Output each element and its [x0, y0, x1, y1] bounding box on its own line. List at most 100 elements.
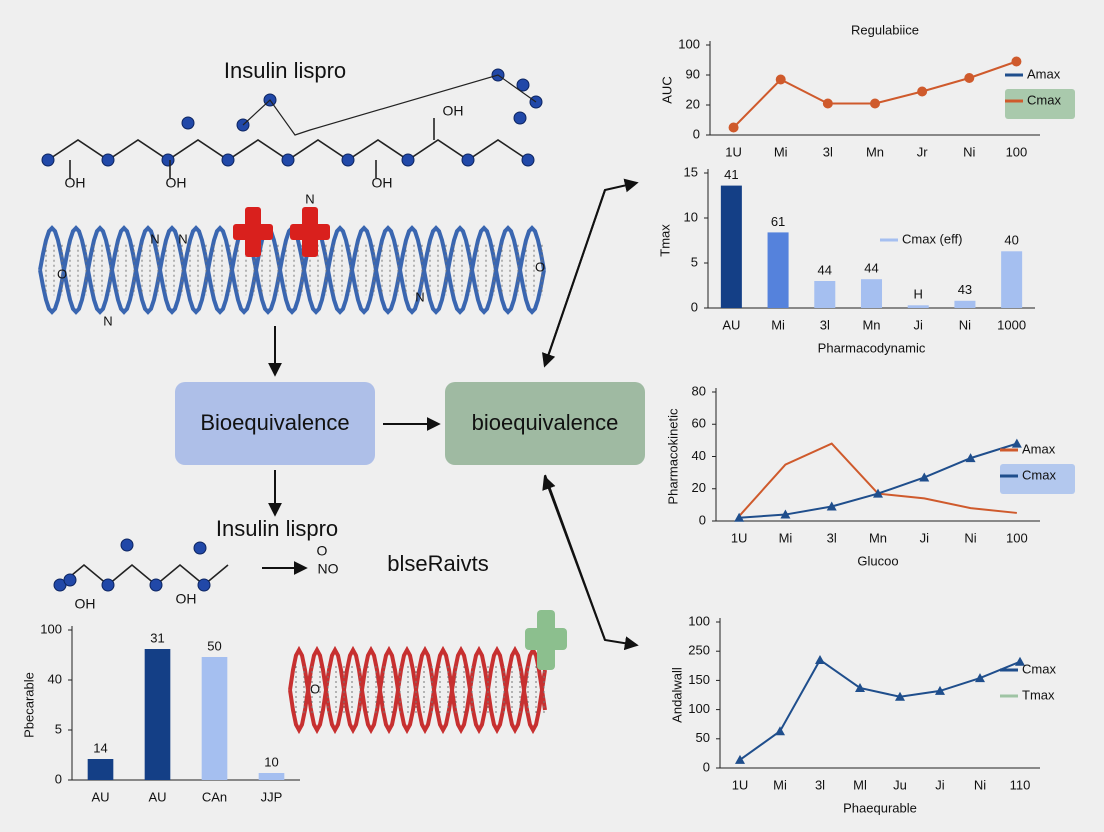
bar-annotation: 50: [207, 638, 221, 653]
x-axis-label: Glucoo: [857, 553, 898, 568]
point: [1011, 56, 1022, 67]
y-tick-label: 0: [699, 512, 706, 527]
y-tick-label: 0: [693, 126, 700, 141]
bar: [87, 759, 114, 780]
y-tick-label: 150: [688, 672, 710, 687]
x-tick-label: Mn: [862, 317, 880, 332]
point: [917, 86, 928, 97]
bond: [242, 74, 537, 136]
legend-label: Cmax: [1027, 92, 1061, 107]
bar: [767, 232, 789, 308]
atom: [401, 153, 415, 167]
legend-label: Cmax: [1022, 467, 1056, 482]
x-tick-label: 1U: [731, 530, 748, 545]
bar: [814, 281, 836, 308]
arrow: [544, 178, 639, 366]
bar-annotation: 44: [818, 262, 832, 277]
y-tick-label: 0: [691, 299, 698, 314]
line: [739, 658, 1021, 761]
point: [728, 122, 739, 133]
point: [873, 488, 883, 498]
atom: [101, 578, 115, 592]
box-left-label: Bioequivalence: [200, 410, 349, 435]
x-tick-label: Ni: [959, 317, 971, 332]
y-tick-label: 0: [703, 759, 710, 774]
x-axis-label: Pharmacodynamic: [818, 340, 926, 355]
x-tick-label: 3l: [827, 530, 837, 545]
atom: [341, 153, 355, 167]
plug: [525, 628, 567, 650]
point: [826, 501, 837, 511]
atom-label: OH: [75, 596, 96, 612]
box-right: [445, 382, 645, 465]
y-axis-label: Tmax: [657, 224, 672, 257]
bar-annotation: 31: [150, 630, 164, 645]
y-tick-label: 15: [684, 164, 698, 179]
x-tick-label: Ni: [974, 777, 986, 792]
point: [780, 509, 791, 519]
legend-box: [1005, 89, 1075, 119]
atom: [461, 153, 475, 167]
dna-label: O: [57, 266, 67, 281]
atom: [41, 153, 55, 167]
x-tick-label: 100: [1006, 144, 1028, 159]
atom: [221, 153, 235, 167]
x-tick-label: Mn: [869, 530, 887, 545]
bar: [258, 773, 285, 780]
side-text: blseRaivts: [387, 551, 488, 576]
y-tick-label: 100: [688, 701, 710, 716]
bar: [720, 185, 742, 308]
y-axis-label: Pharmacokinetic: [665, 408, 680, 505]
x-tick-label: Mi: [773, 777, 787, 792]
dna-label: N: [103, 313, 112, 328]
atom: [101, 153, 115, 167]
point: [870, 98, 880, 109]
x-tick-label: AU: [91, 789, 109, 804]
x-tick-label: Jr: [917, 144, 929, 159]
y-tick-label: 10: [684, 209, 698, 224]
x-tick-label: JJP: [261, 789, 283, 804]
atom: [181, 116, 195, 130]
x-tick-label: Ni: [963, 144, 975, 159]
point: [735, 754, 745, 764]
point: [895, 691, 905, 701]
legend-label: Amax: [1027, 66, 1061, 81]
y-axis-label: AUC: [659, 76, 674, 103]
atom: [149, 578, 163, 592]
atom: [513, 111, 527, 125]
bar-annotation: 40: [1004, 233, 1018, 248]
arrow: [542, 475, 606, 641]
x-tick-label: Mn: [866, 144, 884, 159]
x-tick-label: 1U: [732, 777, 749, 792]
y-axis-label: Pbecarable: [21, 672, 36, 738]
x-tick-label: Ju: [893, 777, 907, 792]
y-tick-label: 60: [692, 416, 706, 431]
x-tick-label: 3l: [823, 144, 833, 159]
x-tick-label: Ml: [853, 777, 867, 792]
product: NO: [318, 561, 339, 577]
y-tick-label: 80: [692, 383, 706, 398]
atom: [161, 153, 175, 167]
y-tick-label: 100: [688, 613, 710, 628]
bar-annotation: 10: [264, 754, 278, 769]
y-tick-label: 100: [678, 36, 700, 51]
dna-label: N: [305, 191, 314, 206]
marker-cross: [233, 224, 273, 240]
point: [775, 726, 785, 736]
x-tick-label: 100: [1006, 530, 1028, 545]
bar-annotation: 14: [93, 740, 107, 755]
legend-box: [1000, 464, 1075, 494]
bottom-label: Insulin lispro: [216, 516, 338, 541]
y-tick-label: 20: [692, 480, 706, 495]
dna-label: O: [535, 259, 545, 274]
bar: [144, 649, 171, 780]
bar-annotation: 41: [724, 167, 738, 182]
legend-label: Amax: [1022, 441, 1056, 456]
x-tick-label: Mi: [774, 144, 788, 159]
point: [935, 685, 945, 695]
bar-annotation: 61: [771, 214, 785, 229]
x-tick-label: CAn: [202, 789, 227, 804]
dna-label: N: [150, 231, 159, 246]
